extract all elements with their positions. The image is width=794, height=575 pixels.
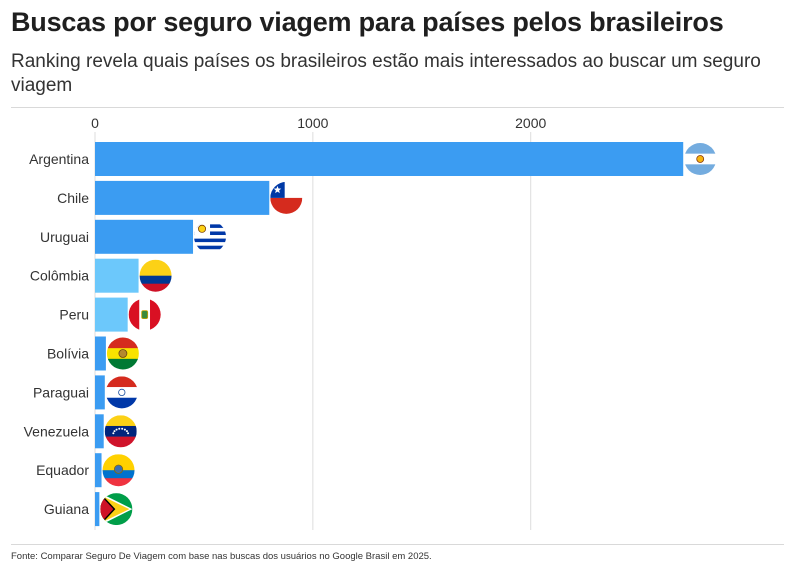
x-tick-label: 0	[91, 115, 99, 131]
bar-paraguai	[95, 375, 105, 410]
x-tick-label: 2000	[515, 115, 546, 131]
category-label: Argentina	[29, 151, 89, 167]
source-note: Fonte: Comparar Seguro De Viagem com bas…	[11, 551, 432, 562]
chart-subtitle: Ranking revela quais países os brasileir…	[11, 51, 761, 96]
guyana-flag	[100, 493, 133, 526]
bar-argentina	[95, 142, 684, 176]
category-label: Chile	[57, 190, 89, 206]
bar-chart: 0 1000 2000 Argentina Chile Uruguai Colômbia P…	[24, 115, 717, 530]
category-label: Uruguai	[40, 229, 89, 245]
bar-chile	[95, 180, 270, 215]
argentina-flag	[684, 143, 717, 175]
venezuela-flag	[104, 415, 137, 448]
x-tick-label: 1000	[297, 115, 328, 131]
chart-title: Buscas por seguro viagem para países pel…	[11, 7, 724, 37]
colombia-flag	[139, 259, 172, 292]
header-divider	[11, 107, 784, 108]
category-label: Paraguai	[33, 384, 89, 400]
uruguay-flag	[194, 220, 227, 253]
peru-flag	[128, 298, 161, 331]
bolivia-flag	[106, 337, 139, 370]
bar-guiana	[95, 492, 100, 527]
chile-flag	[270, 181, 303, 214]
bar-peru	[95, 297, 128, 332]
category-label: Guiana	[44, 501, 89, 517]
footer-divider	[11, 544, 784, 545]
ecuador-flag	[102, 454, 135, 487]
category-label: Equador	[36, 462, 89, 478]
category-label: Peru	[59, 307, 89, 323]
bar-equador	[95, 453, 102, 488]
category-label: Bolívia	[47, 346, 89, 362]
bar-venezuela	[95, 414, 104, 449]
category-label: Venezuela	[24, 423, 90, 439]
category-label: Colômbia	[30, 268, 89, 284]
bar-uruguai	[95, 219, 194, 254]
bar-colômbia	[95, 258, 139, 293]
bar-bolívia	[95, 336, 106, 371]
paraguay-flag	[105, 376, 138, 409]
